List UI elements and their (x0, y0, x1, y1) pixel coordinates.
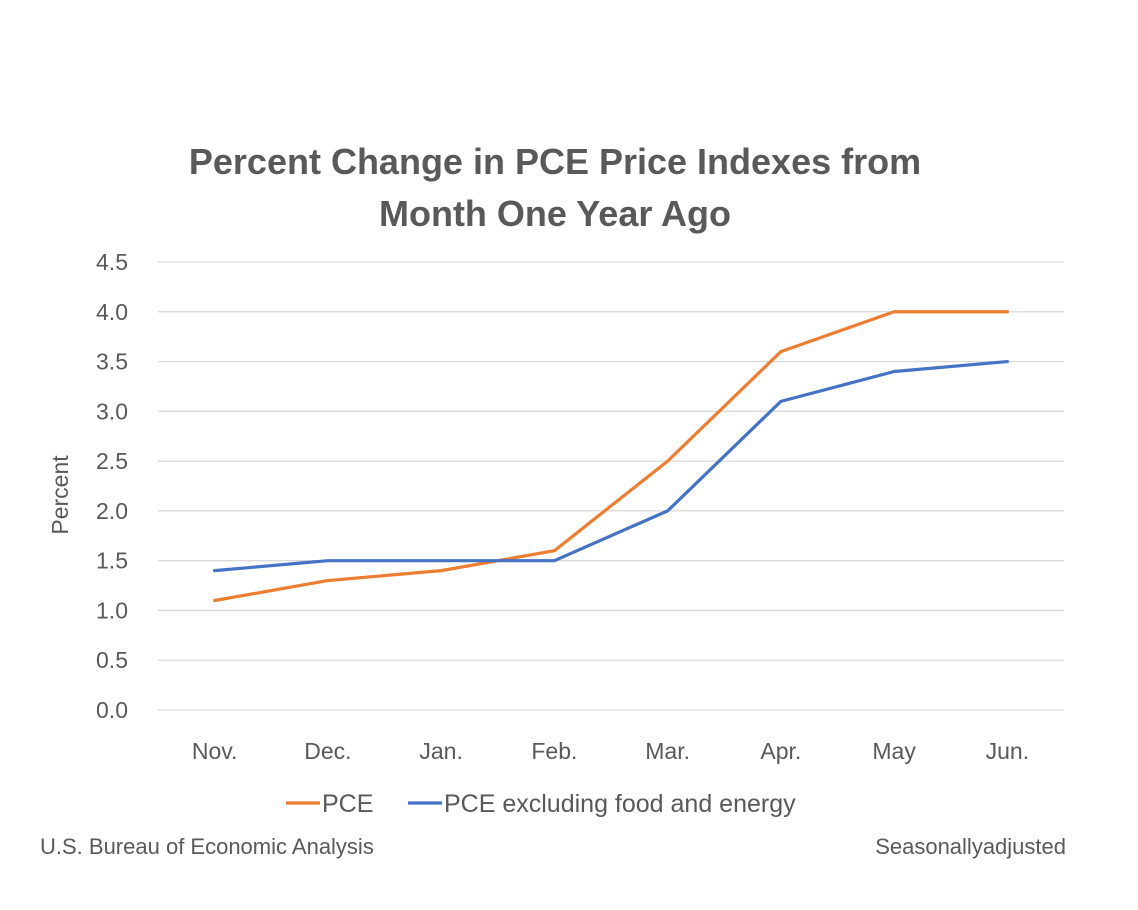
chart-title-line-2: Month One Year Ago (378, 193, 732, 234)
x-tick-label: Dec. (304, 738, 351, 764)
series-line-pce-core (213, 359, 1009, 573)
y-tick-label: 2.5 (96, 448, 128, 474)
y-tick-label: 1.0 (96, 597, 128, 623)
chart-title: Percent Change in PCE Price Indexes from… (60, 136, 1050, 240)
legend: PCE PCE excluding food and energy (286, 790, 796, 818)
y-tick-label: 4.5 (96, 249, 128, 275)
x-tick-label: Jan. (419, 738, 462, 764)
legend-label: PCE excluding food and energy (444, 790, 796, 818)
y-tick-label: 3.0 (96, 398, 128, 424)
y-tick-label: 1.5 (96, 548, 128, 574)
series-line-pce (213, 310, 1009, 603)
x-tick-label: Mar. (645, 738, 690, 764)
x-tick-label: Feb. (531, 738, 577, 764)
y-tick-label: 3.5 (96, 349, 128, 375)
legend-label: PCE (322, 790, 373, 818)
x-tick-label: Jun. (986, 738, 1029, 764)
x-tick-label: May (872, 738, 916, 764)
gridlines (158, 261, 1064, 711)
y-axis-title: Percent (47, 455, 73, 535)
y-tick-label: 2.0 (96, 498, 128, 524)
x-axis-ticks: Nov. Dec. Jan. Feb. Mar. Apr. May Jun. (192, 738, 1029, 764)
x-tick-label: Apr. (760, 738, 801, 764)
series-lines (213, 310, 1009, 603)
y-tick-label: 4.0 (96, 299, 128, 325)
source-note: U.S. Bureau of Economic Analysis (40, 834, 374, 859)
y-axis-ticks: 0.0 0.5 1.0 1.5 2.0 2.5 3.0 3.5 4.0 4.5 (96, 249, 128, 723)
y-tick-label: 0.5 (96, 647, 128, 673)
chart-title-line-1: Percent Change in PCE Price Indexes from (188, 141, 922, 182)
x-tick-label: Nov. (192, 738, 238, 764)
seasonal-note: Seasonallyadjusted (875, 834, 1066, 859)
y-tick-label: 0.0 (96, 697, 128, 723)
